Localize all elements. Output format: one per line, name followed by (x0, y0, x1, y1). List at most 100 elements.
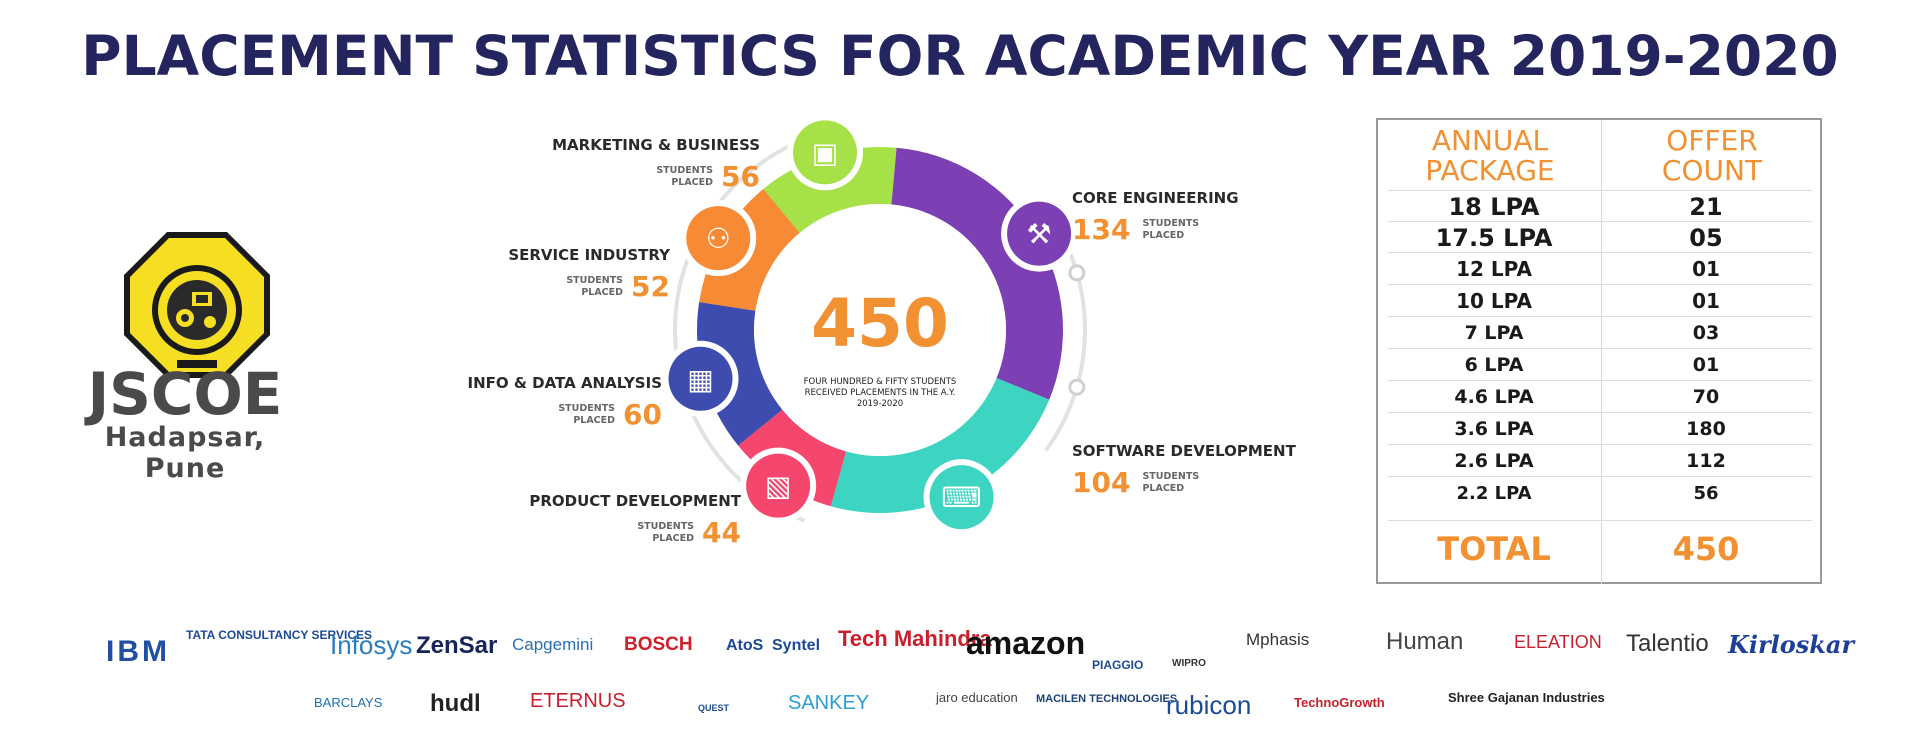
students-placed-label: STUDENTS PLACED (566, 274, 624, 298)
recruiter-logo-shree-gajanan-industries: Shree Gajanan Industries (1448, 690, 1605, 705)
table-row: 4.6 LPA 70 (1388, 380, 1812, 413)
category-value: 104 (1072, 466, 1131, 499)
recruiter-logo-zensar: ZenSar (416, 632, 498, 659)
recruiter-logo-hudl: hudl (430, 690, 481, 717)
recruiter-logo-atos: AtoS (726, 637, 764, 654)
students-placed-label: STUDENTS PLACED (656, 164, 714, 188)
recruiter-logo-sankey: SANKEY (788, 692, 870, 714)
package-cell: 12 LPA (1456, 257, 1532, 281)
package-cell: 7 LPA (1464, 322, 1524, 344)
table-total-row: TOTAL 450 (1388, 520, 1812, 577)
total-value: 450 (1672, 530, 1740, 568)
category-value: 60 (623, 398, 662, 431)
chart-icon-badges: ▣ ⚒ ⌨ ▧ ▦ ⚇ (662, 114, 1078, 536)
svg-text:▣: ▣ (812, 136, 838, 169)
recruiter-logo-piaggio: PIAGGIO (1092, 658, 1144, 672)
recruiter-logo-ibm: IBM (106, 635, 170, 668)
category-label: MARKETING & BUSINESS (552, 136, 760, 154)
recruiter-logo-technogrowth: TechnoGrowth (1294, 695, 1385, 710)
category-label: SERVICE INDUSTRY (508, 246, 670, 264)
recruiter-logo-jaro-education: jaro education (936, 690, 1018, 705)
recruiter-logo-macilen-technologies: MACILEN TECHNOLOGIES (1036, 693, 1178, 705)
recruiter-logo-barclays: BARCLAYS (314, 695, 383, 710)
students-placed-label: STUDENTS PLACED (558, 402, 616, 426)
package-cell: 10 LPA (1456, 289, 1532, 313)
category-core-engineering: CORE ENGINEERING 134 STUDENTS PLACED (1072, 189, 1239, 246)
recruiter-logo-rubicon: rubicon (1166, 690, 1252, 720)
count-cell: 01 (1692, 354, 1720, 376)
recruiter-logo-tech-mahindra: Tech Mahindra (838, 626, 992, 651)
total-placed-value: 450 (811, 285, 949, 362)
svg-text:▧: ▧ (765, 470, 791, 503)
recruiter-logo-tata-consultancy-services: TATA CONSULTANCY SERVICES (186, 628, 373, 642)
svg-text:⚇: ⚇ (706, 222, 731, 255)
recruiter-logo-syntel: Syntel (772, 637, 821, 654)
package-cell: 3.6 LPA (1454, 418, 1534, 440)
recruiter-logo-wipro: WIPRO (1172, 658, 1206, 669)
recruiter-logo-eleation: ELEATION (1514, 632, 1602, 652)
svg-text:⚒: ⚒ (1027, 218, 1052, 251)
count-cell: 112 (1686, 450, 1726, 472)
college-place: Hadapsar, Pune (104, 422, 266, 484)
recruiter-logo-eternus: ETERNUS (530, 690, 626, 712)
category-product-development: PRODUCT DEVELOPMENT STUDENTS PLACED 44 (505, 492, 741, 549)
category-label: SOFTWARE DEVELOPMENT (1072, 442, 1296, 460)
recruiter-logo-amazon: amazon (966, 625, 1086, 661)
briefcase-clock-icon: ▣ (786, 114, 863, 191)
students-placed-label: STUDENTS PLACED (1142, 470, 1200, 494)
people-meeting-icon: ⚇ (680, 200, 757, 277)
recruiter-logo-talentio: Talentio (1626, 630, 1709, 657)
college-seal-logo (122, 230, 272, 380)
recruiter-logo-capgemini: Capgemini (512, 635, 594, 654)
count-cell: 70 (1692, 386, 1720, 408)
count-cell: 01 (1692, 289, 1720, 313)
count-cell: 03 (1692, 322, 1720, 344)
count-cell: 05 (1689, 223, 1723, 252)
package-cell: 6 LPA (1464, 354, 1524, 376)
recruiter-logo-infosys: Infosys (330, 630, 413, 660)
svg-text:▦: ▦ (687, 363, 713, 396)
total-placed-caption: FOUR HUNDRED & FIFTY STUDENTS RECEIVED P… (803, 377, 957, 409)
donut-slice-core-engineering (891, 147, 1063, 400)
table-row: 6 LPA 01 (1388, 348, 1812, 381)
category-value: 56 (721, 160, 760, 193)
college-name: JSCOE (87, 360, 283, 428)
table-row: 2.6 LPA 112 (1388, 444, 1812, 477)
students-placed-label: STUDENTS PLACED (637, 520, 695, 544)
table-row: 12 LPA 01 (1388, 252, 1812, 285)
table-row: 3.6 LPA 180 (1388, 412, 1812, 445)
category-value: 52 (631, 270, 670, 303)
package-table: ANNUAL PACKAGE OFFER COUNT 18 LPA 21 17.5 LP… (1376, 118, 1822, 584)
data-table-icon: ▦ (662, 340, 739, 417)
recruiter-logo-quest: QUEST (698, 703, 730, 713)
recruiter-logo-bosch: BOSCH (624, 634, 693, 655)
category-value: 44 (702, 516, 741, 549)
page-title: PLACEMENT STATISTICS FOR ACADEMIC YEAR 2… (81, 24, 1839, 88)
engineering-tools-icon: ⚒ (1001, 195, 1078, 272)
recruiter-logo-kirloskar: Kirloskar (1728, 630, 1855, 659)
rail-knob (1068, 378, 1086, 396)
package-cell: 2.2 LPA (1456, 482, 1532, 504)
category-value: 134 (1072, 213, 1131, 246)
table-row: 10 LPA 01 (1388, 284, 1812, 317)
table-row: 17.5 LPA 05 (1388, 221, 1812, 253)
category-label: PRODUCT DEVELOPMENT (529, 492, 741, 510)
package-cell: 4.6 LPA (1454, 386, 1534, 408)
svg-text:⌨: ⌨ (941, 481, 981, 514)
table-row: 7 LPA 03 (1388, 316, 1812, 349)
box-icon: ▧ (740, 447, 817, 524)
category-software-development: SOFTWARE DEVELOPMENT 104 STUDENTS PLACED (1072, 442, 1296, 499)
donut-slice-software-development (830, 378, 1050, 513)
count-cell: 56 (1693, 482, 1719, 504)
header-offer-count: OFFER COUNT (1661, 124, 1763, 187)
recruiter-logo-human: Human (1386, 628, 1464, 655)
count-cell: 180 (1686, 418, 1726, 440)
category-marketing-business: MARKETING & BUSINESS STUDENTS PLACED 56 (520, 136, 760, 193)
category-service-industry: SERVICE INDUSTRY STUDENTS PLACED 52 (480, 246, 670, 303)
category-info-data-analysis: INFO & DATA ANALYSIS STUDENTS PLACED 60 (440, 374, 663, 431)
table-divider (1601, 120, 1602, 584)
package-cell: 2.6 LPA (1454, 450, 1534, 472)
donut-center (754, 204, 1006, 456)
total-label: TOTAL (1437, 530, 1551, 568)
